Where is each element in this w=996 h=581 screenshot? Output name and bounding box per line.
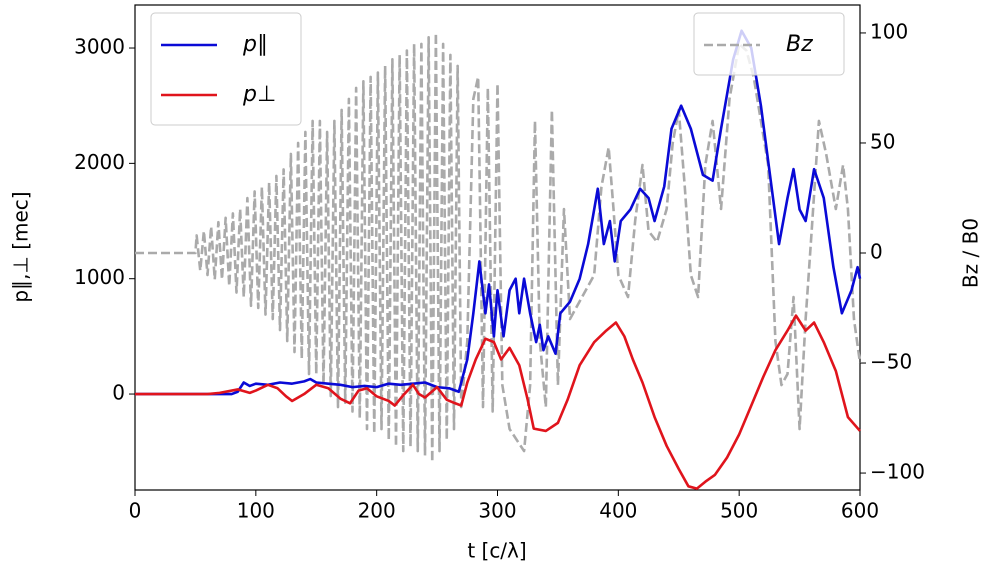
x-tick-label: 200 [358, 499, 396, 523]
y2-axis-label: Bz / B0 [959, 218, 983, 288]
y2-tick-label: 50 [870, 129, 895, 153]
x-tick-label: 600 [841, 499, 879, 523]
y2-tick-label: −50 [870, 350, 912, 374]
y-tick-label: 3000 [74, 35, 125, 59]
legend-box [150, 12, 302, 126]
legend-label: p⊥ [242, 82, 276, 107]
x-tick-label: 400 [599, 499, 637, 523]
y-tick-label: 2000 [74, 150, 125, 174]
y-tick-label: 1000 [74, 265, 125, 289]
x-tick-label: 500 [720, 499, 758, 523]
y-tick-label: 0 [112, 381, 125, 405]
x-tick-label: 100 [237, 499, 275, 523]
series-line [135, 31, 862, 464]
x-tick-label: 0 [129, 499, 142, 523]
x-tick-label: 300 [478, 499, 516, 523]
y2-tick-label: 100 [870, 19, 908, 43]
y2-tick-label: 0 [870, 240, 883, 264]
y-axis-label: p∥,⊥ [mec] [9, 191, 33, 302]
legend-label: p∥ [242, 32, 268, 57]
x-axis-label: t [c/λ] [467, 539, 526, 563]
legend-label: Bz [786, 32, 813, 57]
y2-tick-label: −100 [870, 460, 925, 484]
legend-box [693, 12, 845, 76]
series-line [135, 314, 861, 490]
series-line [135, 29, 862, 396]
